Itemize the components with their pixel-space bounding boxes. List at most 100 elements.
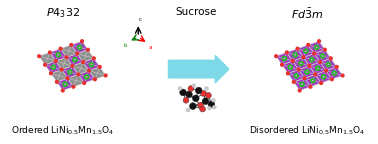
Polygon shape [83, 58, 100, 71]
Circle shape [189, 103, 196, 110]
Circle shape [43, 63, 46, 66]
Polygon shape [299, 66, 315, 78]
Text: $P4_332$: $P4_332$ [46, 7, 80, 20]
Polygon shape [57, 78, 73, 90]
Text: Ordered $\mathrm{LiNi_{0.5}Mn_{1.5}O_4}$: Ordered $\mathrm{LiNi_{0.5}Mn_{1.5}O_4}$ [11, 125, 115, 137]
FancyArrow shape [169, 55, 229, 83]
Circle shape [296, 47, 299, 50]
Circle shape [81, 40, 84, 43]
Circle shape [72, 85, 75, 88]
Polygon shape [67, 54, 83, 66]
Text: c: c [139, 17, 142, 22]
Polygon shape [50, 49, 67, 61]
Polygon shape [305, 74, 321, 87]
Polygon shape [89, 67, 105, 79]
Circle shape [60, 68, 63, 71]
Circle shape [297, 68, 300, 71]
Circle shape [309, 85, 312, 88]
Circle shape [192, 95, 199, 102]
Text: a: a [149, 45, 152, 50]
Circle shape [61, 89, 64, 92]
Polygon shape [77, 50, 94, 62]
Polygon shape [288, 70, 305, 82]
Circle shape [307, 43, 310, 46]
Circle shape [200, 106, 206, 112]
Circle shape [314, 73, 317, 76]
Text: 600°C, 10min: 600°C, 10min [172, 65, 225, 74]
Circle shape [93, 78, 96, 81]
Circle shape [208, 106, 211, 110]
Circle shape [98, 66, 101, 68]
Circle shape [298, 89, 301, 92]
Circle shape [50, 72, 52, 75]
Circle shape [280, 63, 284, 66]
Circle shape [70, 43, 73, 46]
Polygon shape [51, 70, 68, 82]
Circle shape [48, 51, 51, 54]
Circle shape [76, 52, 79, 55]
Polygon shape [68, 74, 84, 87]
Polygon shape [73, 62, 89, 74]
Polygon shape [293, 57, 309, 70]
Circle shape [320, 82, 322, 84]
Circle shape [202, 98, 209, 105]
Circle shape [83, 82, 85, 84]
Circle shape [285, 51, 288, 54]
Polygon shape [56, 57, 73, 70]
Polygon shape [326, 67, 342, 79]
Circle shape [195, 87, 202, 94]
Circle shape [287, 72, 289, 75]
Text: Sucrose: Sucrose [175, 7, 217, 17]
Circle shape [71, 64, 74, 67]
Circle shape [66, 77, 69, 80]
Circle shape [206, 92, 211, 98]
Circle shape [87, 48, 89, 51]
Polygon shape [62, 66, 78, 78]
Text: b: b [123, 43, 127, 48]
Circle shape [77, 73, 80, 76]
Polygon shape [71, 41, 88, 54]
Polygon shape [320, 58, 337, 71]
Circle shape [186, 91, 192, 98]
Circle shape [208, 101, 215, 108]
Circle shape [38, 55, 40, 58]
Circle shape [56, 80, 58, 83]
Circle shape [341, 74, 344, 77]
Circle shape [186, 108, 190, 112]
Circle shape [335, 66, 338, 68]
Polygon shape [309, 62, 326, 74]
Circle shape [318, 40, 321, 43]
Circle shape [59, 47, 62, 50]
Circle shape [313, 52, 316, 55]
Polygon shape [287, 49, 304, 61]
Circle shape [178, 87, 182, 91]
Circle shape [291, 60, 294, 62]
Polygon shape [308, 41, 325, 54]
Circle shape [65, 56, 68, 59]
Circle shape [308, 64, 311, 67]
Circle shape [204, 87, 208, 91]
Text: Disordered $\mathrm{LiNi_{0.5}Mn_{1.5}O_4}$: Disordered $\mathrm{LiNi_{0.5}Mn_{1.5}O_… [249, 125, 365, 137]
Circle shape [302, 56, 305, 59]
Polygon shape [78, 71, 95, 83]
Circle shape [54, 60, 57, 62]
Polygon shape [276, 52, 293, 65]
Circle shape [104, 74, 107, 77]
Circle shape [275, 55, 277, 58]
Circle shape [183, 97, 189, 103]
Polygon shape [282, 61, 299, 73]
Circle shape [88, 69, 90, 72]
Circle shape [192, 84, 196, 88]
Circle shape [82, 61, 85, 64]
Circle shape [212, 105, 216, 109]
Circle shape [330, 78, 333, 81]
Polygon shape [297, 45, 314, 57]
Circle shape [188, 86, 194, 91]
Polygon shape [304, 54, 320, 66]
Circle shape [201, 91, 206, 96]
Polygon shape [60, 45, 77, 57]
Polygon shape [315, 71, 332, 83]
Circle shape [180, 89, 186, 96]
Polygon shape [294, 78, 310, 90]
Circle shape [329, 57, 332, 60]
